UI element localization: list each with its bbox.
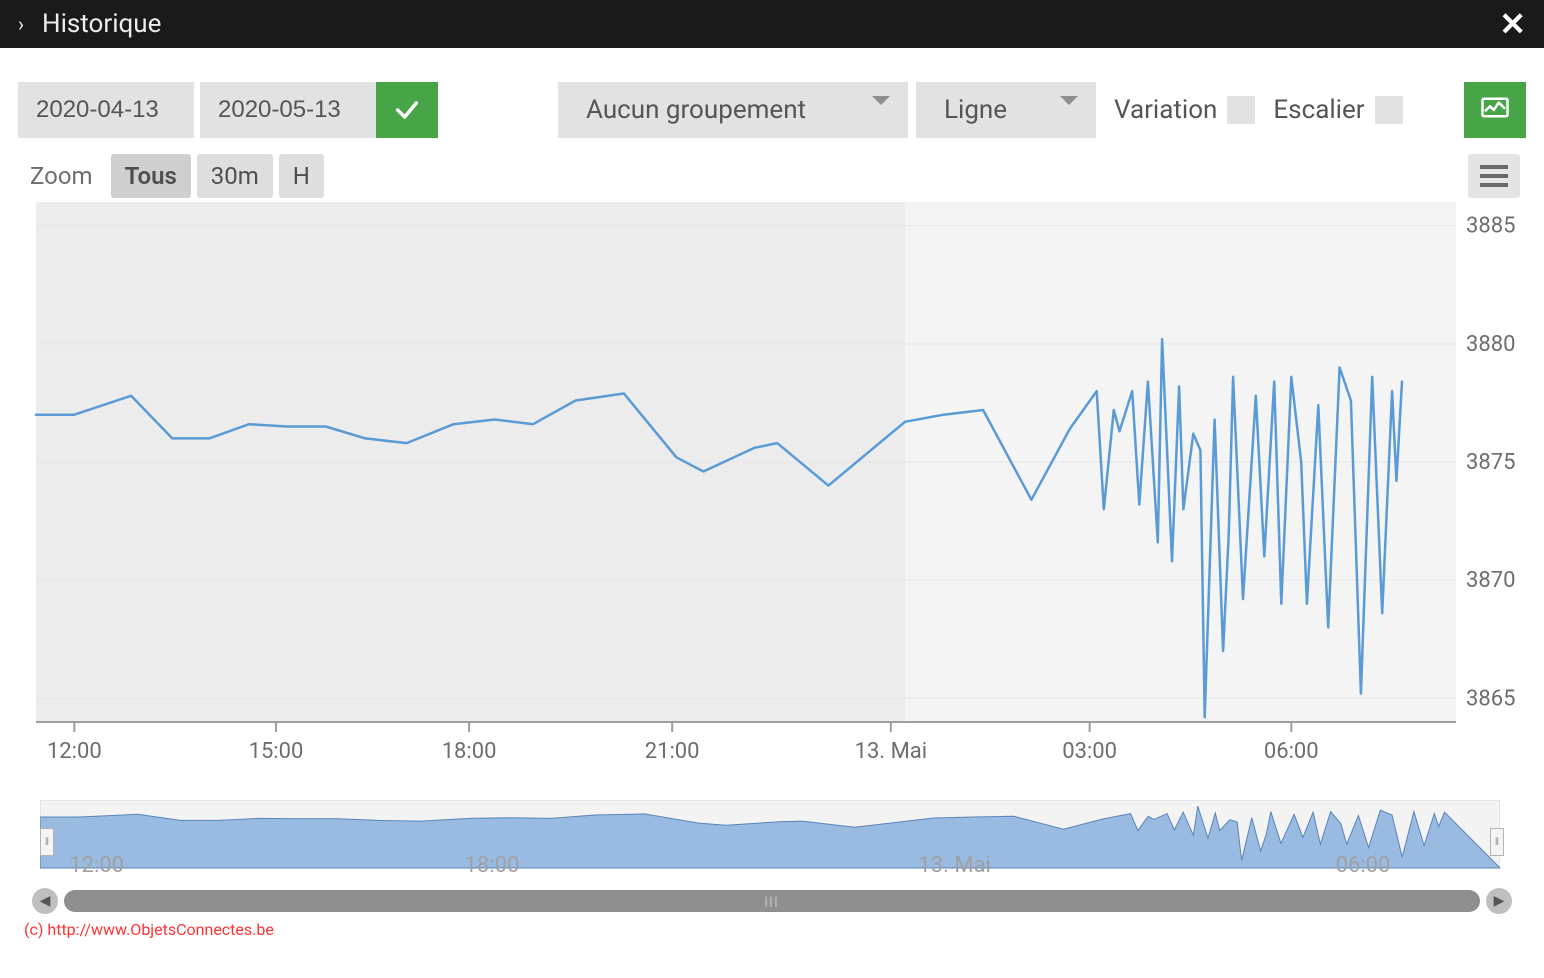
close-icon[interactable]: ✕: [1499, 8, 1526, 40]
svg-text:3865: 3865: [1466, 686, 1515, 711]
svg-text:3880: 3880: [1466, 332, 1515, 357]
svg-text:3870: 3870: [1466, 568, 1515, 593]
stairs-checkbox[interactable]: [1375, 96, 1403, 124]
hamburger-icon: [1480, 165, 1508, 169]
scroll-track[interactable]: |||: [64, 890, 1480, 912]
copyright-text: (c) http://www.ObjetsConnectes.be: [0, 914, 1544, 945]
date-from-input[interactable]: [18, 82, 194, 138]
apply-button[interactable]: [376, 82, 438, 138]
svg-text:3875: 3875: [1466, 450, 1515, 475]
svg-text:12:00: 12:00: [47, 739, 102, 764]
grouping-selected: Aucun groupement: [586, 95, 806, 125]
main-chart: 3885 3880 3875 3870 3865 12:00 15:00 18:00 21:00…: [18, 202, 1526, 782]
svg-text:18:00: 18:00: [442, 739, 497, 764]
svg-text:03:00: 03:00: [1062, 739, 1117, 764]
svg-text:15:00: 15:00: [249, 739, 304, 764]
zoom-h-button[interactable]: H: [279, 154, 324, 198]
variation-label: Variation: [1114, 95, 1217, 125]
nav-xlabel: 12:00: [69, 853, 124, 878]
chart-type-selected: Ligne: [944, 95, 1007, 125]
chart-svg[interactable]: 3885 3880 3875 3870 3865 12:00 15:00 18:00 21:00…: [18, 202, 1526, 782]
nav-xlabel: 13. Mai: [918, 853, 991, 878]
zoom-label: Zoom: [30, 162, 93, 190]
svg-text:06:00: 06:00: [1264, 739, 1319, 764]
stairs-label: Escalier: [1273, 95, 1364, 125]
nav-handle-right[interactable]: ‖: [1490, 828, 1504, 856]
scroll-left-button[interactable]: ◀: [32, 888, 58, 914]
caret-down-icon: [1060, 96, 1078, 105]
zoom-row: Zoom Tous 30m H: [0, 138, 1544, 198]
back-chevron-icon[interactable]: ›: [18, 12, 24, 36]
svg-text:13. Mai: 13. Mai: [855, 739, 928, 764]
toolbar: Aucun groupement Ligne Variation Escalie…: [0, 48, 1544, 138]
scroll-right-button[interactable]: ▶: [1486, 888, 1512, 914]
zoom-30m-button[interactable]: 30m: [197, 154, 273, 198]
zoom-tous-button[interactable]: Tous: [111, 154, 191, 198]
titlebar: › Historique ✕: [0, 0, 1544, 48]
nav-xlabel: 06:00: [1336, 853, 1391, 878]
page-title: Historique: [42, 9, 161, 39]
caret-down-icon: [872, 96, 890, 105]
svg-text:3885: 3885: [1466, 214, 1515, 239]
chart-icon: [1480, 95, 1510, 125]
nav-handle-left[interactable]: ‖: [40, 828, 54, 856]
chart-menu-button[interactable]: [1468, 154, 1520, 198]
chart-type-select[interactable]: Ligne: [916, 82, 1096, 138]
grouping-select[interactable]: Aucun groupement: [558, 82, 908, 138]
svg-text:21:00: 21:00: [645, 739, 700, 764]
variation-checkbox[interactable]: [1227, 96, 1255, 124]
date-to-input[interactable]: [200, 82, 376, 138]
nav-xlabel: 18:00: [465, 853, 520, 878]
navigator-svg[interactable]: [40, 800, 1500, 884]
check-icon: [393, 96, 421, 124]
range-navigator[interactable]: ‖ ‖ 12:00 18:00 13. Mai 06:00: [40, 800, 1504, 884]
chart-settings-button[interactable]: [1464, 82, 1526, 138]
horizontal-scrollbar: ◀ ||| ▶: [32, 888, 1512, 914]
